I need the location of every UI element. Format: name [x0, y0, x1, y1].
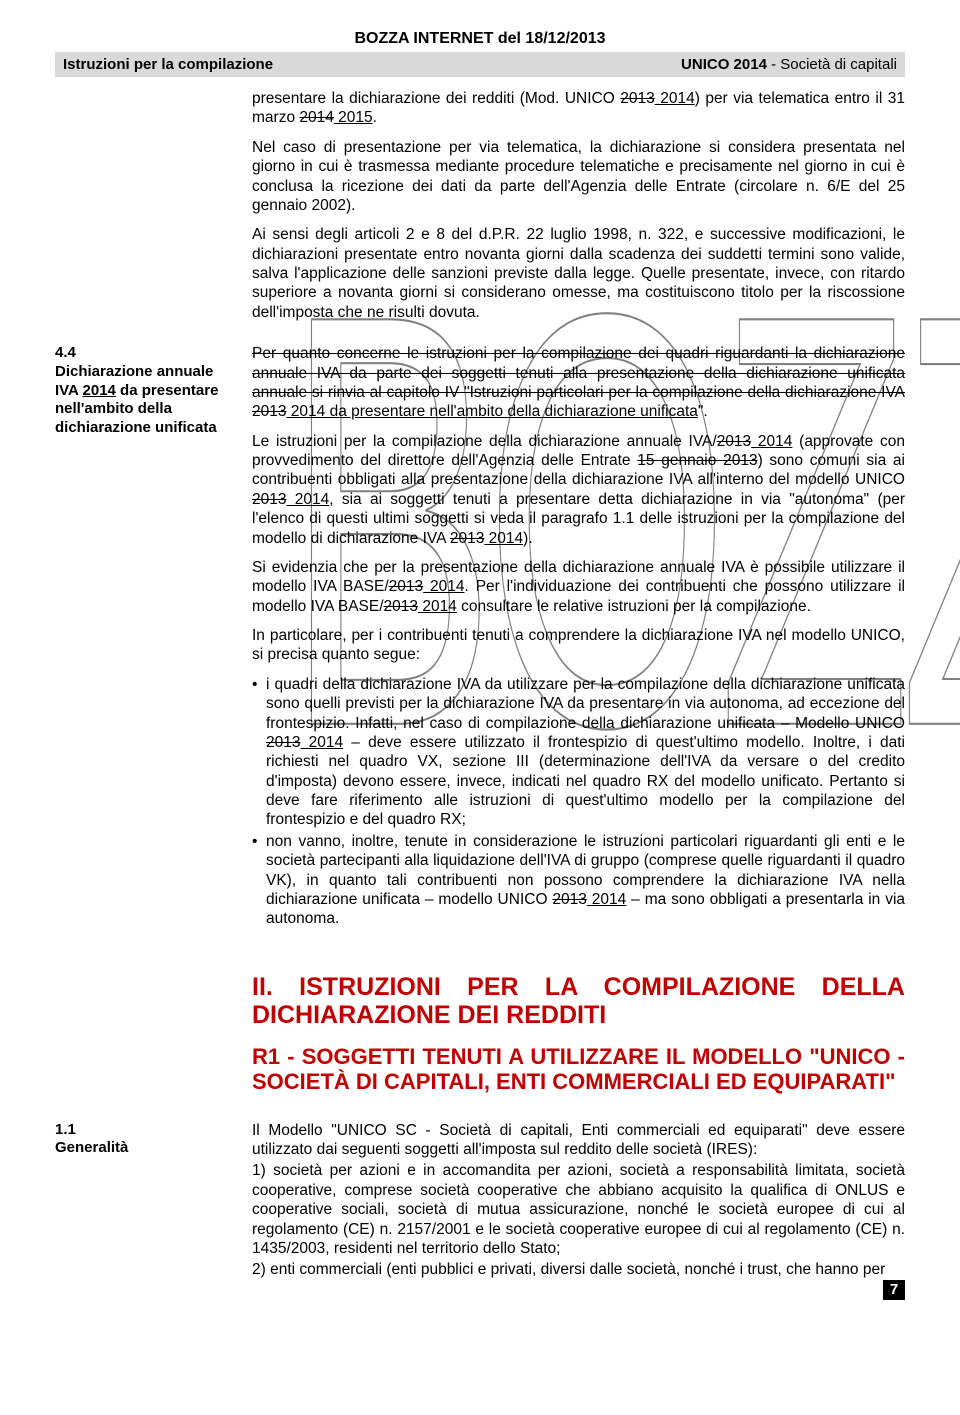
intro-p2: Nel caso di presentazione per via telema… — [252, 138, 905, 216]
intro-p3: Ai sensi degli articoli 2 e 8 del d.P.R.… — [252, 225, 905, 322]
section-ii-heading: II. ISTRUZIONI PER LA COMPILAZIONE DELLA… — [55, 951, 905, 1109]
intro-block: presentare la dichiarazione dei redditi … — [55, 89, 905, 332]
page-number: 7 — [883, 1280, 905, 1300]
sec11-n2: 2) enti commerciali (enti pubblici e pri… — [252, 1260, 905, 1279]
section-ii-title: II. ISTRUZIONI PER LA COMPILAZIONE DELLA… — [252, 973, 905, 1031]
section-r1-title: R1 - SOGGETTI TENUTI A UTILIZZARE IL MOD… — [252, 1044, 905, 1095]
sec11-num: 1.1 — [55, 1121, 76, 1138]
section-1-1: 1.1 Generalità Il Modello "UNICO SC - So… — [55, 1121, 905, 1280]
header-right: UNICO 2014 - Società di capitali — [681, 56, 897, 73]
section-4-4: 4.4 Dichiarazione annuale IVA 2014 da pr… — [55, 344, 905, 939]
sec11-p1: Il Modello "UNICO SC - Società di capita… — [252, 1121, 905, 1160]
header-left: Istruzioni per la compilazione — [63, 56, 273, 73]
sec44-p4: In particolare, per i contribuenti tenut… — [252, 626, 905, 665]
sec44-p1: Per quanto concerne le istruzioni per la… — [252, 344, 905, 422]
sec44-li1: i quadri della dichiarazione IVA da util… — [252, 675, 905, 830]
sec44-title: Dichiarazione annuale IVA 2014 da presen… — [55, 363, 218, 436]
sec44-li2: non vanno, inoltre, tenute in consideraz… — [252, 832, 905, 929]
sec44-p3: Si evidenzia che per la presentazione de… — [252, 558, 905, 616]
sec11-n1: 1) società per azioni e in accomandita p… — [252, 1161, 905, 1258]
header-right-bold: UNICO 2014 — [681, 56, 767, 73]
sec11-title: Generalità — [55, 1139, 128, 1156]
sec44-num: 4.4 — [55, 344, 76, 361]
sec44-list: i quadri della dichiarazione IVA da util… — [252, 675, 905, 929]
sec44-p2: Le istruzioni per la compilazione della … — [252, 432, 905, 548]
header-right-sub: - Società di capitali — [767, 56, 897, 73]
draft-header: BOZZA INTERNET del 18/12/2013 — [55, 30, 905, 48]
intro-p1: presentare la dichiarazione dei redditi … — [252, 89, 905, 128]
header-bar: Istruzioni per la compilazione UNICO 201… — [55, 52, 905, 77]
